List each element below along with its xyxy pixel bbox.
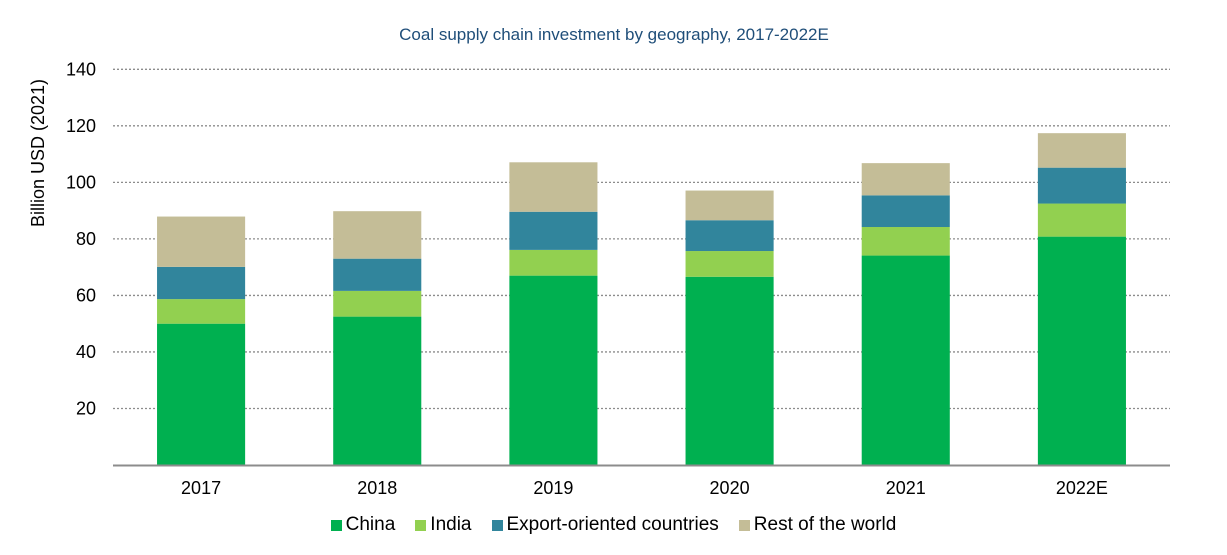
bar-segment-india-2021 — [861, 227, 950, 256]
legend-item: India — [415, 514, 472, 536]
legend-item: Rest of the world — [738, 514, 897, 536]
bars — [157, 133, 1126, 465]
bar-segment-china-2021 — [861, 255, 950, 465]
bar-segment-china-2020 — [685, 276, 774, 465]
y-tick-label: 20 — [76, 398, 96, 418]
bar-segment-china-2019 — [509, 275, 598, 465]
bar-segment-china-2022E — [1037, 236, 1126, 465]
legend-label: India — [430, 514, 472, 535]
y-tick-label: 80 — [76, 229, 96, 249]
y-tick-label: 60 — [76, 285, 96, 305]
bar-segment-india-2020 — [685, 251, 774, 277]
x-tick-label: 2019 — [533, 478, 573, 498]
bar-segment-india-2017 — [157, 299, 246, 324]
chart-title: Coal supply chain investment by geograph… — [399, 25, 829, 44]
y-axis-label: Billion USD (2021) — [28, 79, 48, 227]
legend-item: China — [330, 514, 396, 536]
x-tick-label: 2018 — [357, 478, 397, 498]
bar-segment-india-2019 — [509, 249, 598, 276]
legend-item: Export-oriented countries — [491, 514, 719, 536]
bar-segment-rest-of-the-world-2020 — [685, 190, 774, 221]
bar-segment-india-2018 — [333, 290, 422, 317]
y-tick-label: 100 — [66, 172, 96, 192]
bar-segment-export-oriented-countries-2021 — [861, 195, 950, 228]
bar-segment-export-oriented-countries-2018 — [333, 258, 422, 291]
bar-segment-export-oriented-countries-2020 — [685, 220, 774, 252]
x-tick-label: 2017 — [181, 478, 221, 498]
legend-label: Rest of the world — [753, 514, 897, 535]
legend-swatch — [330, 519, 342, 531]
x-tick-label: 2021 — [886, 478, 926, 498]
bar-segment-india-2022E — [1037, 203, 1126, 237]
x-tick-label: 2022E — [1056, 478, 1108, 498]
bar-segment-china-2017 — [157, 323, 246, 465]
bar-segment-export-oriented-countries-2019 — [509, 211, 598, 250]
bar-segment-rest-of-the-world-2022E — [1037, 133, 1126, 168]
y-tick-label: 120 — [66, 116, 96, 136]
bar-segment-china-2018 — [333, 316, 422, 465]
x-axis-ticks: 2017 2018 2019 2020 2021 2022E — [181, 478, 1108, 498]
bar-segment-rest-of-the-world-2017 — [157, 216, 246, 267]
legend-label: Export-oriented countries — [506, 514, 719, 535]
legend-label: China — [345, 514, 396, 535]
legend: China India Export-oriented countries Rest … — [0, 514, 1227, 536]
legend-swatch — [415, 519, 427, 531]
x-tick-label: 2020 — [710, 478, 750, 498]
bar-segment-rest-of-the-world-2019 — [509, 162, 598, 212]
bar-segment-export-oriented-countries-2017 — [157, 266, 246, 300]
bar-segment-rest-of-the-world-2018 — [333, 211, 422, 259]
legend-swatch — [491, 519, 503, 531]
y-tick-label: 140 — [66, 59, 96, 79]
gridlines — [113, 68, 1170, 410]
legend-swatch — [738, 519, 750, 531]
y-axis-ticks: 20 40 60 80 100 120 140 — [66, 59, 96, 418]
bar-segment-export-oriented-countries-2022E — [1037, 167, 1126, 204]
y-tick-label: 40 — [76, 342, 96, 362]
bar-segment-rest-of-the-world-2021 — [861, 163, 950, 196]
